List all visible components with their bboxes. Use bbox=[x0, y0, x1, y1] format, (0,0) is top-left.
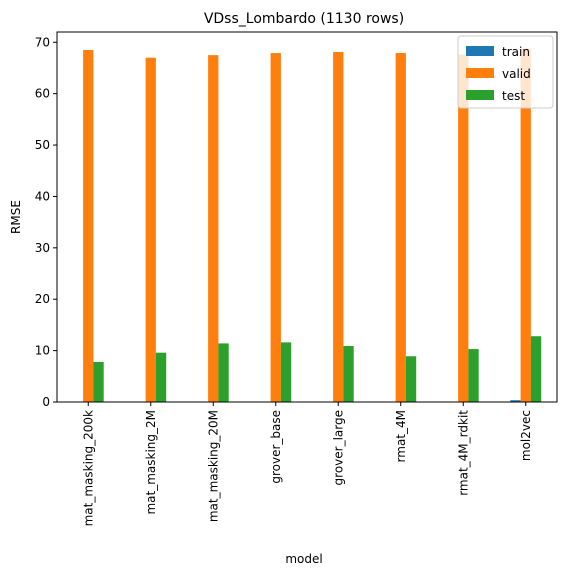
x-tick-label: mat_masking_200k bbox=[81, 410, 95, 526]
legend-label-test: test bbox=[502, 89, 525, 103]
legend-swatch-train bbox=[466, 46, 494, 56]
x-axis-label: model bbox=[285, 552, 322, 566]
bar-valid-grover_large bbox=[333, 52, 343, 402]
legend-label-train: train bbox=[502, 45, 530, 59]
bar-test-mat_masking_2M bbox=[156, 353, 166, 402]
y-tick-label: 40 bbox=[35, 189, 50, 203]
bar-valid-grover_base bbox=[271, 53, 281, 402]
legend-swatch-valid bbox=[466, 68, 494, 78]
x-tick-label: mat_masking_2M bbox=[144, 410, 158, 515]
x-tick-label: grover_large bbox=[331, 410, 345, 485]
bar-test-mol2vec bbox=[531, 336, 541, 402]
y-tick-label: 20 bbox=[35, 292, 50, 306]
legend-swatch-test bbox=[466, 90, 494, 100]
y-tick-label: 50 bbox=[35, 138, 50, 152]
x-tick-label: grover_base bbox=[269, 410, 283, 484]
chart-title: VDss_Lombardo (1130 rows) bbox=[204, 11, 404, 27]
y-tick-label: 10 bbox=[35, 344, 50, 358]
bar-valid-mat_masking_200k bbox=[83, 50, 93, 402]
bar-test-grover_large bbox=[343, 346, 353, 402]
bar-test-mat_masking_20M bbox=[218, 343, 228, 402]
y-tick-label: 60 bbox=[35, 87, 50, 101]
y-tick-label: 30 bbox=[35, 241, 50, 255]
bar-test-mat_masking_200k bbox=[93, 362, 103, 402]
legend-label-valid: valid bbox=[502, 67, 531, 81]
legend: train valid test bbox=[458, 36, 553, 108]
bar-valid-mat_masking_2M bbox=[146, 58, 156, 402]
y-tick-label: 0 bbox=[42, 395, 50, 409]
x-tick-label: rmat_4M_rdkit bbox=[456, 410, 470, 496]
x-tick-label: rmat_4M bbox=[394, 410, 408, 462]
y-axis-label: RMSE bbox=[9, 200, 23, 234]
bar-valid-mat_masking_20M bbox=[208, 55, 218, 402]
x-tick-label: mat_masking_20M bbox=[206, 410, 220, 522]
y-tick-label: 70 bbox=[35, 35, 50, 49]
bar-valid-rmat_4M bbox=[396, 53, 406, 402]
bar-test-rmat_4M_rdkit bbox=[468, 349, 478, 402]
x-tick-label: mol2vec bbox=[519, 410, 533, 461]
bar-test-grover_base bbox=[281, 342, 291, 402]
bar-test-rmat_4M bbox=[406, 356, 416, 402]
